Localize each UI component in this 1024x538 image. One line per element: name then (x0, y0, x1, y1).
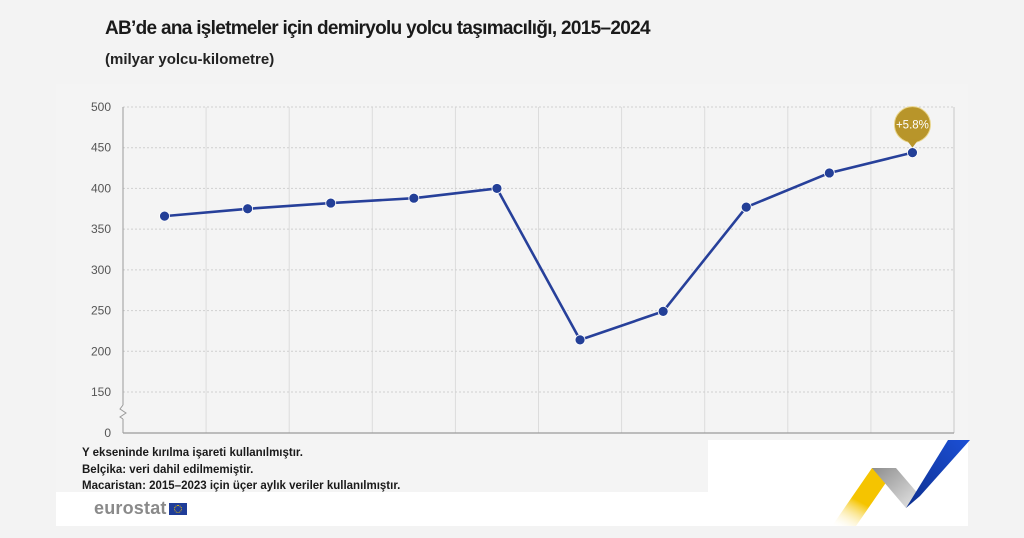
chart-subtitle: (milyar yolcu-kilometre) (105, 51, 275, 68)
chart-title: AB’de ana işletmeler için demiryolu yolc… (105, 18, 651, 39)
axis-break-icon (119, 404, 127, 420)
badge-label: +5.8% (896, 120, 929, 132)
annotation-badge: +5.8% (893, 106, 931, 148)
badge-pointer (906, 139, 919, 148)
y-tick-label: 250 (91, 304, 111, 318)
data-point-marker[interactable] (325, 197, 337, 209)
y-tick-label: 400 (91, 181, 111, 195)
grid (123, 106, 955, 434)
footnotes: Y ekseninde kırılma işareti kullanılmışt… (82, 445, 400, 495)
footnote: Y ekseninde kırılma işareti kullanılmışt… (82, 447, 303, 459)
eurostat-logo: eurostat (94, 498, 187, 519)
data-point-marker[interactable] (574, 334, 586, 346)
y-tick-label: 0 (104, 426, 111, 440)
data-point-marker[interactable] (823, 167, 835, 179)
y-tick-label: 150 (91, 385, 111, 399)
data-series (159, 147, 918, 346)
y-tick-label: 300 (91, 263, 111, 277)
data-point-marker[interactable] (740, 201, 752, 213)
series-line (164, 151, 913, 342)
data-point-marker[interactable] (408, 192, 420, 204)
ribbon-decoration-icon (832, 440, 970, 526)
data-point-marker[interactable] (907, 147, 918, 159)
y-tick-label: 350 (91, 222, 111, 236)
y-tick-label: 200 (91, 344, 111, 358)
footnote: Macaristan: 2015–2023 için üçer aylık ve… (82, 480, 401, 492)
chart-panel (56, 84, 968, 494)
eu-flag-icon (168, 502, 187, 515)
y-axis: 500 450 400 350 300 250 200 150 0 (91, 100, 127, 440)
y-tick-label: 450 (91, 141, 111, 155)
data-point-marker[interactable] (242, 203, 254, 215)
y-tick-label: 500 (91, 100, 111, 114)
data-point-marker[interactable] (657, 305, 669, 317)
footnote: Belçika: veri dahil edilmemiştir. (82, 463, 254, 476)
logo-text: eurostat (94, 498, 167, 518)
footer-bar (56, 492, 968, 526)
data-point-marker[interactable] (159, 210, 170, 222)
data-point-marker[interactable] (491, 183, 503, 194)
